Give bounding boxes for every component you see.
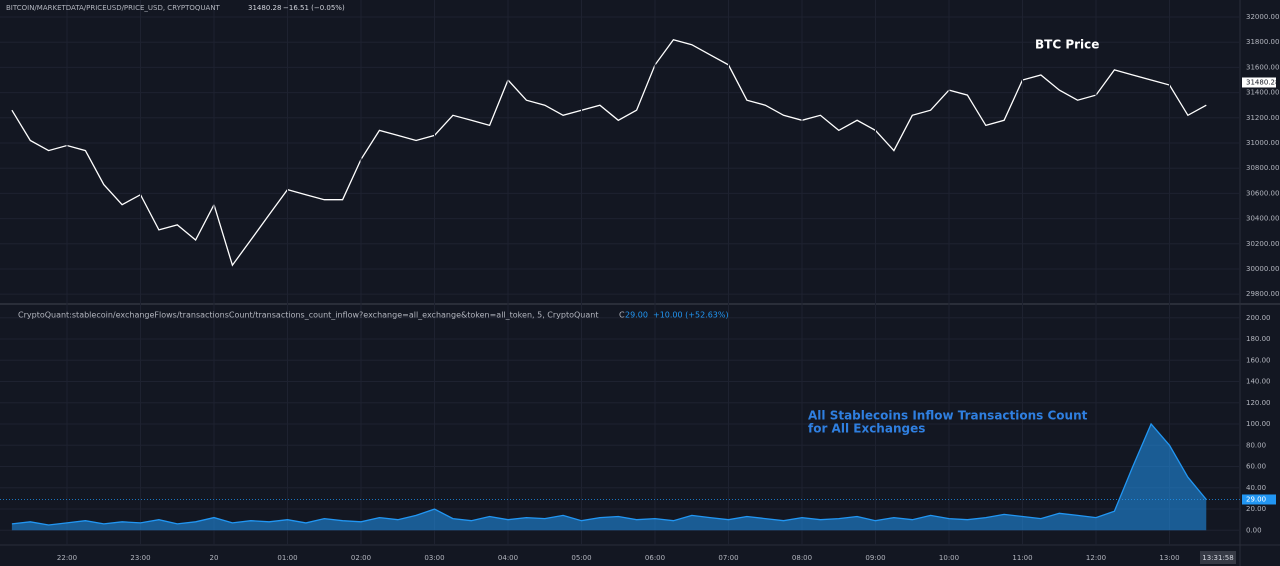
last-value-label: 29.00: [1246, 495, 1266, 503]
y-tick-label: 40.00: [1246, 484, 1266, 492]
last-value-box: [1242, 494, 1276, 505]
y-tick-label: 30800.00: [1246, 164, 1279, 172]
y-tick-label: 100.00: [1246, 420, 1271, 428]
y-tick-label: 32000.00: [1246, 13, 1279, 21]
x-tick-label: 06:00: [645, 554, 665, 562]
area-fill: [11, 424, 1207, 531]
annotation: BTC Price: [1035, 38, 1099, 52]
y-tick-label: 29800.00: [1246, 290, 1279, 298]
x-tick-label: 13:00: [1159, 554, 1179, 562]
y-tick-label: 200.00: [1246, 314, 1271, 322]
series-line: [11, 38, 1207, 267]
x-tick-label: 12:00: [1086, 554, 1106, 562]
y-tick-label: 160.00: [1246, 356, 1271, 364]
y-tick-label: 30400.00: [1246, 215, 1279, 223]
x-tick-label: 07:00: [718, 554, 738, 562]
y-tick-label: 20.00: [1246, 505, 1266, 513]
annotation: for All Exchanges: [808, 422, 925, 436]
indicator-last: 29.00: [625, 311, 648, 320]
time-box: [1200, 551, 1236, 564]
x-tick-label: 01:00: [277, 554, 297, 562]
y-tick-label: 31800.00: [1246, 38, 1279, 46]
annotation: All Stablecoins Inflow Transactions Coun…: [808, 409, 1088, 423]
indicator-change: +10.00 (+52.63%): [653, 311, 729, 320]
y-tick-label: 80.00: [1246, 441, 1266, 449]
y-tick-label: 0.00: [1246, 526, 1262, 534]
x-tick-label: 09:00: [865, 554, 885, 562]
y-tick-label: 30200.00: [1246, 240, 1279, 248]
y-tick-label: 180.00: [1246, 335, 1271, 343]
series-line: [11, 422, 1207, 526]
y-tick-label: 60.00: [1246, 463, 1266, 471]
x-tick-label: 05:00: [571, 554, 591, 562]
indicator-title[interactable]: CryptoQuant:stablecoin/exchangeFlows/tra…: [18, 311, 598, 320]
x-tick-label: 23:00: [130, 554, 150, 562]
y-tick-label: 30000.00: [1246, 265, 1279, 273]
x-tick-label: 08:00: [792, 554, 812, 562]
x-tick-label: 20: [210, 554, 219, 562]
y-tick-label: 31000.00: [1246, 139, 1279, 147]
x-tick-label: 02:00: [351, 554, 371, 562]
y-tick-label: 31600.00: [1246, 63, 1279, 71]
close-prefix: C: [619, 311, 625, 320]
y-tick-label: 140.00: [1246, 378, 1271, 386]
y-tick-label: 31200.00: [1246, 114, 1279, 122]
y-tick-label: 30600.00: [1246, 189, 1279, 197]
price-last: 31480.28: [248, 4, 281, 12]
current-time: 13:31:58: [1202, 554, 1233, 562]
y-tick-label: 31400.00: [1246, 89, 1279, 97]
price-change: −16.51 (−0.05%): [283, 4, 345, 12]
x-tick-label: 03:00: [424, 554, 444, 562]
y-tick-label: 120.00: [1246, 399, 1271, 407]
x-tick-label: 10:00: [939, 554, 959, 562]
x-tick-label: 04:00: [498, 554, 518, 562]
price-symbol[interactable]: BITCOIN/MARKETDATA/PRICEUSD/PRICE_USD, C…: [6, 4, 221, 12]
x-tick-label: 22:00: [57, 554, 77, 562]
last-value-label: 31480.28: [1246, 78, 1279, 86]
last-value-box: [1242, 77, 1276, 88]
x-tick-label: 11:00: [1012, 554, 1032, 562]
